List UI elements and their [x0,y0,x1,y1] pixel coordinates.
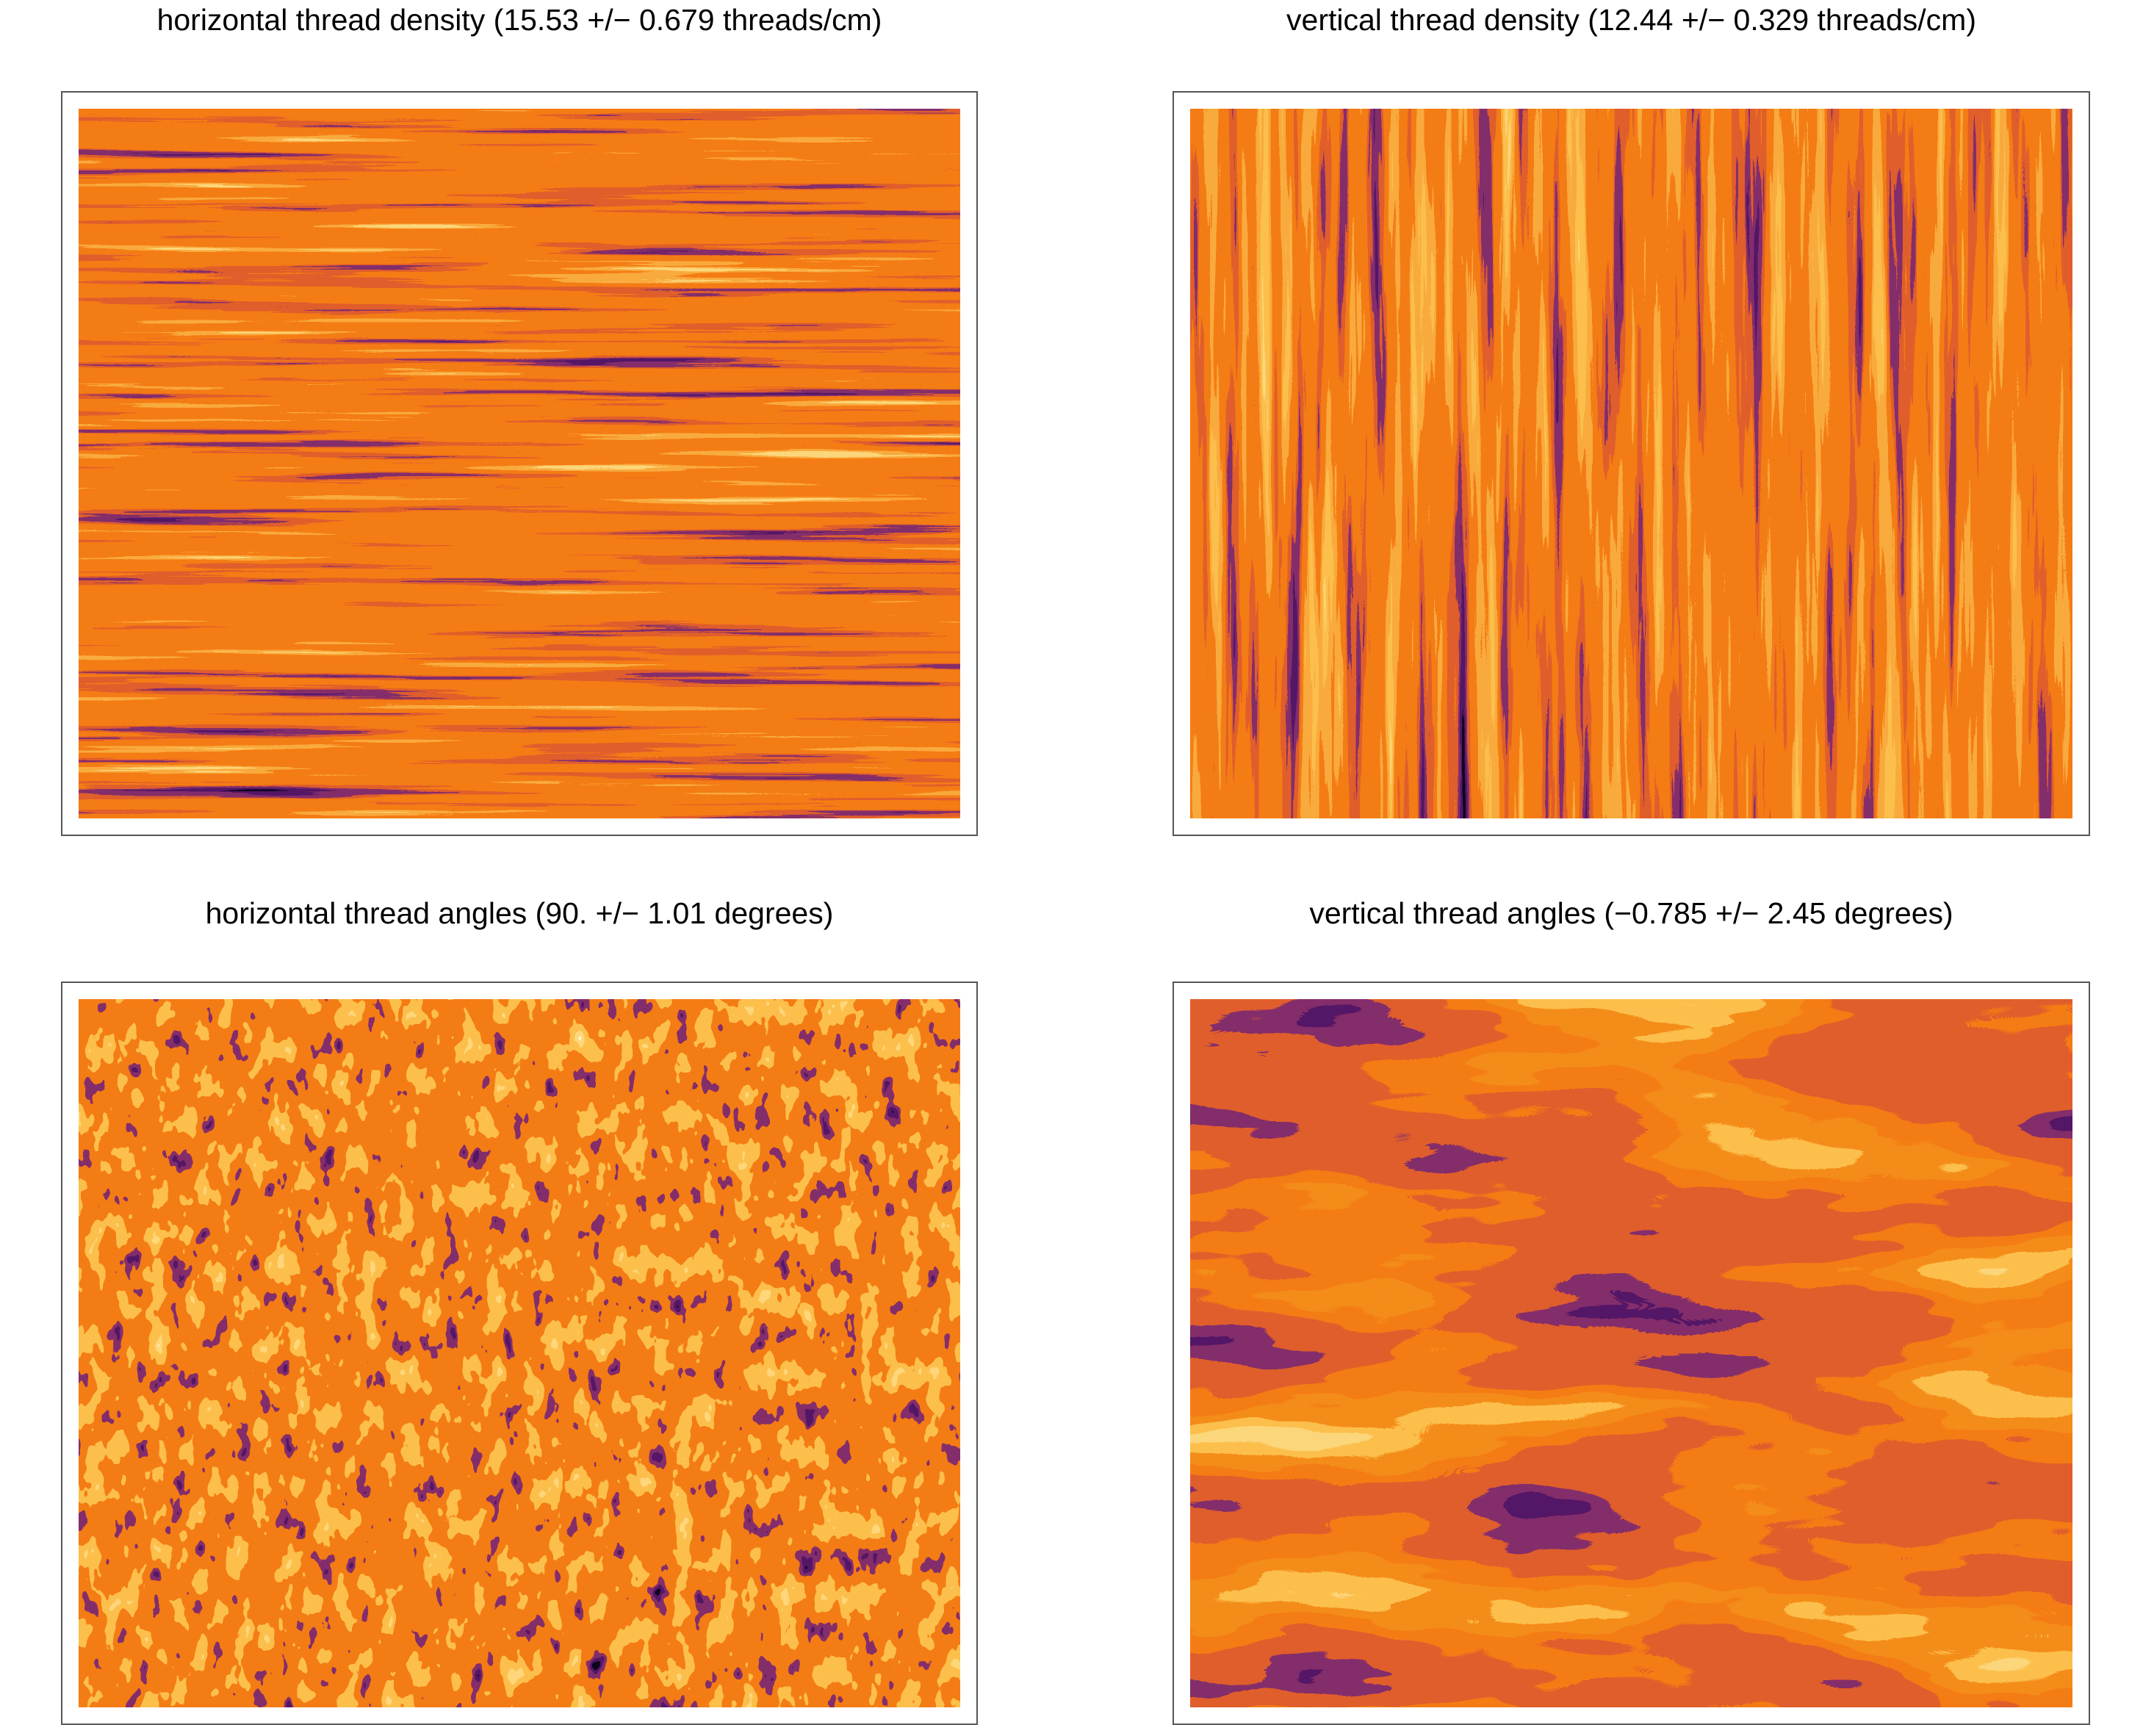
heatmap-image [1190,109,2072,818]
panel-title: horizontal thread angles (90. +/− 1.01 d… [206,896,834,930]
heatmap-image [1190,999,2072,1707]
panel-title: vertical thread density (12.44 +/− 0.329… [1286,3,1976,37]
heatmap-image [79,109,960,818]
panel-title: vertical thread angles (−0.785 +/− 2.45 … [1309,896,1953,930]
panel-title: horizontal thread density (15.53 +/− 0.6… [157,3,882,37]
heatmap-image [79,999,960,1707]
